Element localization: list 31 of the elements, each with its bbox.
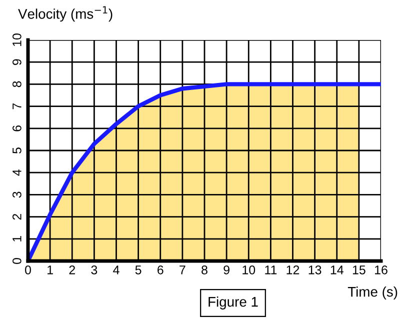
x-tick-label: 7 (180, 266, 186, 274)
x-axis-title: Time (s) (348, 286, 398, 300)
y-tick-label: 1 (12, 236, 22, 242)
y-tick-label: 10 (12, 34, 22, 46)
y-tick-label: 2 (12, 214, 22, 220)
y-tick-label: 9 (12, 59, 22, 65)
x-tick-label: 12 (286, 265, 300, 274)
x-tick-label: 5 (135, 266, 142, 274)
y-tick-label: 5 (12, 148, 22, 154)
y-tick-label: 3 (12, 192, 22, 198)
x-tick-label: 14 (330, 266, 344, 274)
caption: Figure 1 (208, 296, 258, 310)
y-tick-label: 0 (12, 258, 22, 264)
x-tick-label: 4 (113, 266, 120, 274)
x-tick-label: 1 (48, 266, 53, 274)
x-tick-label: 10 (242, 265, 256, 274)
y-tick-label: 6 (12, 125, 22, 132)
x-tick-label: 13 (308, 265, 322, 274)
y-tick-label: 8 (12, 81, 22, 88)
x-tick-label: 16 (375, 265, 388, 274)
y-axis-title: Velocity (ms$^{−1}$) (18, 6, 112, 22)
x-tick-label: 3 (91, 265, 98, 274)
x-tick-label: 8 (202, 265, 208, 274)
y-tick-label: 7 (12, 103, 22, 110)
x-tick-label: 11 (265, 266, 277, 274)
y-tick-label: 4 (12, 169, 22, 176)
x-tick-label: 6 (158, 265, 164, 274)
x-tick-label: 0 (25, 265, 31, 274)
x-tick-label: 9 (224, 265, 230, 274)
x-tick-label: 2 (69, 265, 75, 274)
x-tick-label: 15 (352, 266, 366, 274)
